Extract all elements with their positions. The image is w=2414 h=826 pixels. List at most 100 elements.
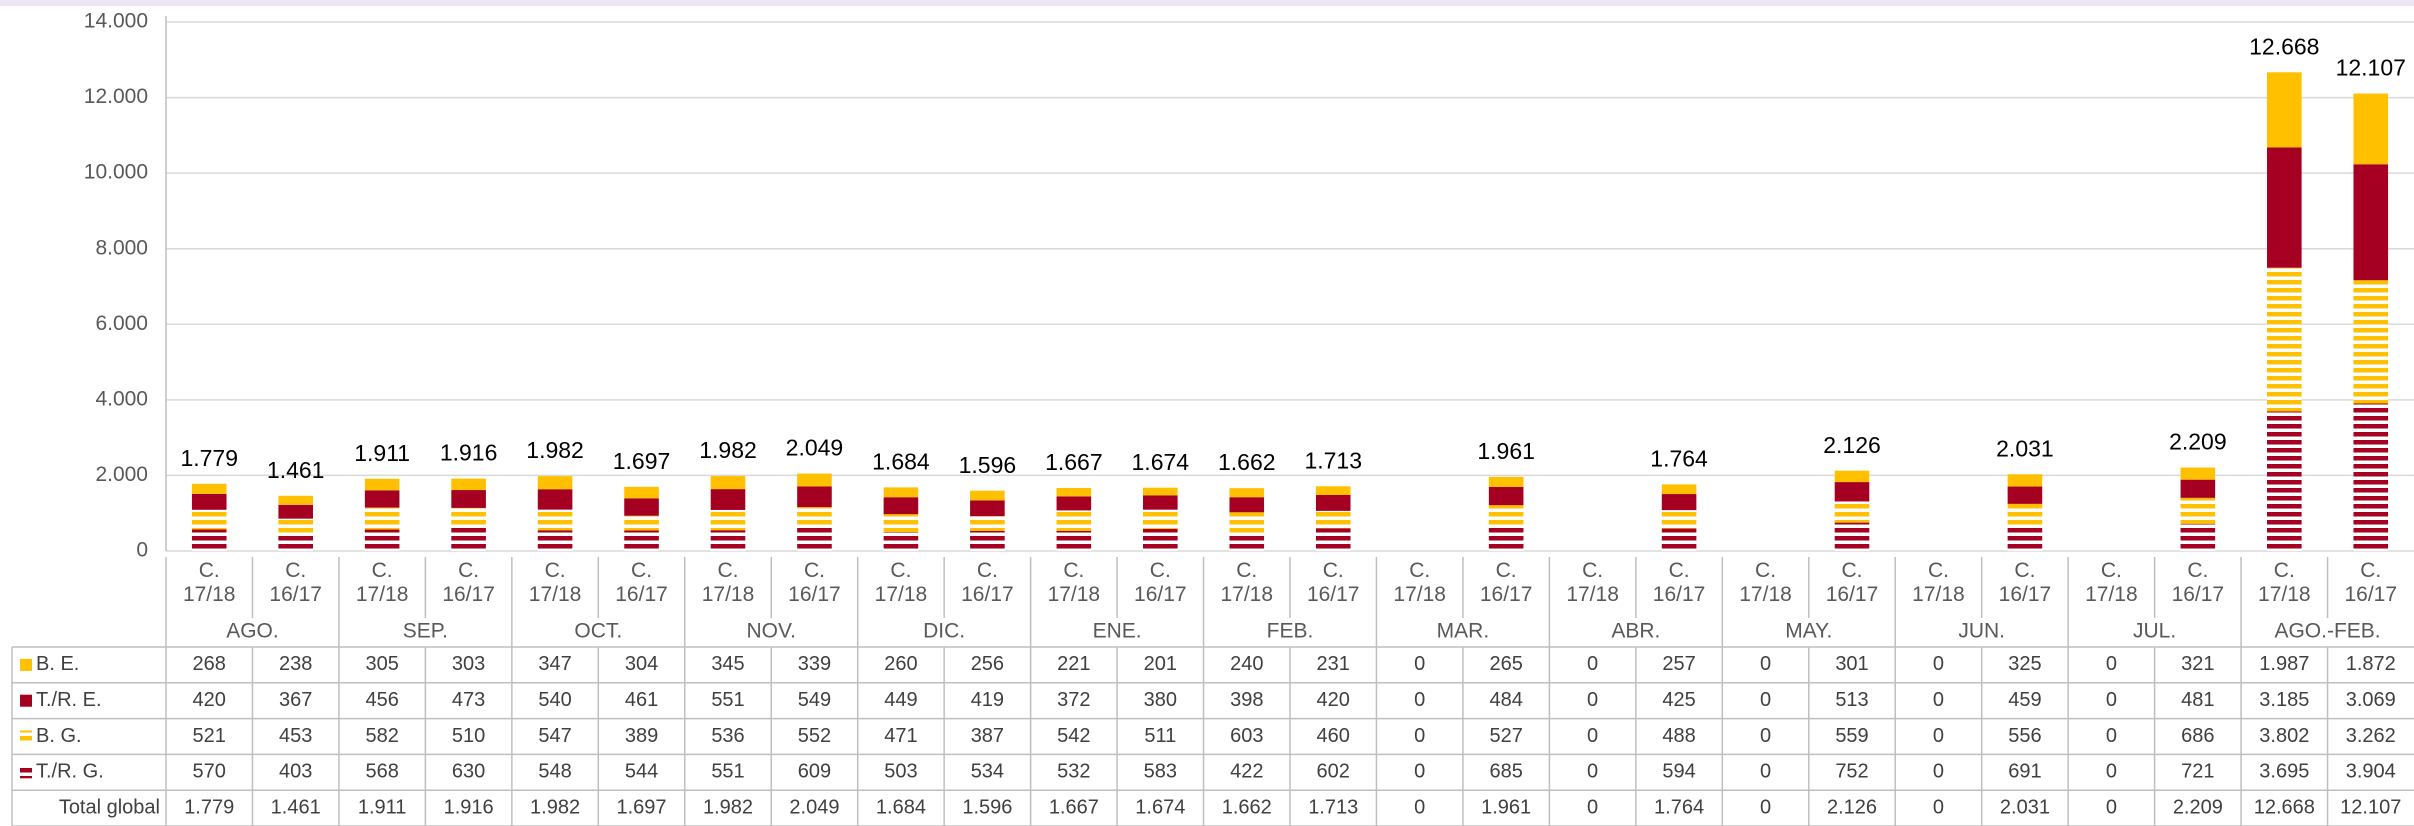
group-label: NOV. xyxy=(747,620,796,643)
bar-segment xyxy=(1661,528,1697,551)
table-cell: 549 xyxy=(798,689,831,711)
table-cell: 568 xyxy=(365,761,398,783)
total-label: 1.779 xyxy=(180,445,238,471)
table-cell: 231 xyxy=(1317,653,1350,675)
table-cell: 0 xyxy=(1414,761,1425,783)
table-cell: 372 xyxy=(1057,689,1090,711)
x-tick-label: C. 17/18 xyxy=(1912,559,1965,606)
table-cell: 594 xyxy=(1662,761,1695,783)
y-tick-label: 0 xyxy=(136,539,148,562)
table-cell: 461 xyxy=(625,689,658,711)
table-cell: 221 xyxy=(1057,653,1090,675)
bar-segment xyxy=(2007,503,2043,525)
table-cell: 559 xyxy=(1835,725,1868,747)
x-tick-label: C. 17/18 xyxy=(183,559,236,606)
bar-segment xyxy=(2007,524,2043,551)
group-label: ENE. xyxy=(1093,620,1142,643)
table-cell: 3.185 xyxy=(2259,689,2309,711)
bar-segment xyxy=(278,495,313,505)
legend-swatch xyxy=(20,658,32,671)
table-cell: 542 xyxy=(1057,725,1090,747)
table-cell: 420 xyxy=(193,689,226,711)
bar-segment xyxy=(1315,495,1351,511)
x-tick-label: C. 17/18 xyxy=(875,559,928,606)
group-label: AGO. xyxy=(226,620,279,643)
table-cell: 2.049 xyxy=(789,796,839,818)
bar-segment xyxy=(2267,72,2302,148)
table-cell: 0 xyxy=(1587,725,1598,747)
bar-segment xyxy=(1229,535,1265,551)
table-cell: 1.982 xyxy=(530,796,580,818)
x-tick-label: C. 16/17 xyxy=(2344,559,2397,606)
bar-segment xyxy=(970,516,1005,531)
table-cell: 0 xyxy=(1933,725,1944,747)
table-cell: 422 xyxy=(1230,761,1263,783)
bar-segment xyxy=(1834,501,1870,523)
table-cell: 630 xyxy=(452,761,485,783)
table-cell: 201 xyxy=(1144,653,1177,675)
total-label: 1.674 xyxy=(1132,449,1190,475)
group-label: JUL. xyxy=(2133,620,2176,643)
bar-segment xyxy=(278,518,313,536)
table-cell: 256 xyxy=(971,653,1004,675)
bar-segment xyxy=(2267,147,2302,268)
legend-swatch xyxy=(20,694,32,707)
table-cell: 12.668 xyxy=(2254,796,2315,818)
legend-swatch xyxy=(20,730,32,743)
bar-segment xyxy=(278,535,313,551)
group-label: MAR. xyxy=(1437,620,1490,643)
bar-segment xyxy=(1143,528,1178,551)
group-label: FEB. xyxy=(1267,620,1314,643)
bar-segment xyxy=(883,514,919,532)
bar-segment xyxy=(364,478,400,491)
bar-segment xyxy=(2007,486,2043,504)
bar-segment xyxy=(278,504,313,519)
table-cell: 0 xyxy=(2106,796,2117,818)
table-cell: 609 xyxy=(798,761,831,783)
bar-segment xyxy=(2180,479,2216,498)
table-cell: 0 xyxy=(1414,796,1425,818)
table-cell: 1.697 xyxy=(617,796,667,818)
bar-segment xyxy=(191,509,227,530)
table-cell: 544 xyxy=(625,761,658,783)
bar-segment xyxy=(710,476,746,490)
total-label: 2.209 xyxy=(2169,429,2227,455)
table-cell: 0 xyxy=(1587,761,1598,783)
table-cell: 419 xyxy=(971,689,1004,711)
table-cell: 321 xyxy=(2181,653,2214,675)
bar-segment xyxy=(883,487,919,498)
table-cell: 1.596 xyxy=(962,796,1012,818)
table-cell: 1.872 xyxy=(2346,653,2396,675)
group-label: MAY. xyxy=(1785,620,1832,643)
legend-label: B. G. xyxy=(36,725,82,747)
table-cell: 551 xyxy=(711,689,744,711)
table-cell: 540 xyxy=(538,689,571,711)
table-cell: 0 xyxy=(1587,653,1598,675)
bar-segment xyxy=(537,530,573,551)
x-tick-label: C. 17/18 xyxy=(529,559,582,606)
table-cell: 1.982 xyxy=(703,796,753,818)
x-tick-label: C. 16/17 xyxy=(1999,559,2052,606)
table-cell: 1.764 xyxy=(1654,796,1704,818)
bar-segment xyxy=(2353,280,2389,404)
table-cell: 257 xyxy=(1662,653,1695,675)
bar-segment xyxy=(1315,486,1351,496)
table-cell: 0 xyxy=(1933,796,1944,818)
group-label: DIC. xyxy=(923,620,965,643)
table-cell: 449 xyxy=(884,689,917,711)
table-cell: 752 xyxy=(1835,761,1868,783)
table-cell: 1.713 xyxy=(1308,796,1358,818)
table-cell: 0 xyxy=(2106,689,2117,711)
table-cell: 0 xyxy=(2106,653,2117,675)
bar-segment xyxy=(364,529,400,551)
total-label: 1.662 xyxy=(1218,449,1276,475)
group-label: OCT. xyxy=(574,620,622,643)
bar-segment xyxy=(2180,497,2216,524)
legend-label: T./R. E. xyxy=(36,689,102,711)
bar-segment xyxy=(970,530,1005,551)
bar-segment xyxy=(1488,486,1524,506)
table-cell: 1.911 xyxy=(358,796,407,818)
table-cell: 547 xyxy=(538,725,571,747)
table-cell: 503 xyxy=(884,761,917,783)
